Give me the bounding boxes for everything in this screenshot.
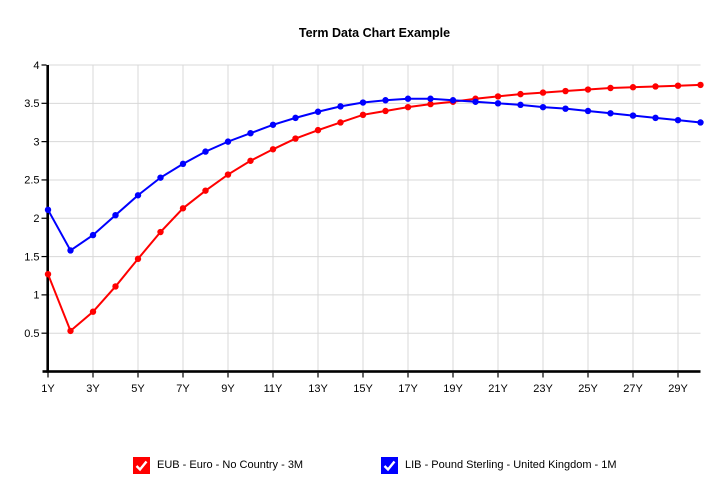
chart-title: Term Data Chart Example [298,26,451,40]
data-point-eub [697,81,704,89]
x-axis-label: 11Y [264,383,283,395]
legend-checkbox-lib[interactable] [381,457,398,474]
data-point-lib [674,116,682,124]
series-line-lib [47,97,701,252]
x-axis-label: 3Y [86,383,100,395]
data-point-lib [607,110,614,117]
data-point-eub [269,146,277,153]
checkmark-icon [135,460,148,472]
data-point-lib [449,97,457,104]
x-axis-label: 23Y [533,383,553,395]
data-point-lib [562,105,569,112]
y-axis-label: 3.5 [24,98,39,110]
data-point-lib [584,107,592,115]
data-point-lib [427,95,434,102]
data-point-eub [292,135,299,142]
y-axis-label: 4 [33,60,39,72]
x-axis-label: 17Y [398,383,418,395]
y-axis-label: 1.5 [24,251,39,263]
x-axis-label: 27Y [623,383,643,395]
data-point-eub [562,87,569,95]
data-point-eub [382,107,389,115]
data-point-eub [112,283,119,290]
legend-label-lib: LIB - Pound Sterling - United Kingdom - … [405,459,617,471]
data-point-lib [337,103,344,110]
chart-plot-area: 0.5 1 1.5 2 2.5 3 3.5 4 1Y 3Y 5Y 7Y 9Y 11Y 13Y 15Y 17Y 19… [24,60,704,395]
data-point-lib [359,99,367,106]
data-point-eub [674,82,682,89]
data-point-lib [202,148,209,155]
data-point-lib [112,211,119,219]
x-axis-label: 19Y [443,383,463,395]
legend-checkbox-eub[interactable] [133,457,150,474]
data-point-eub [202,187,209,194]
x-axis-label: 1Y [41,383,55,395]
data-point-eub [44,270,52,278]
x-axis-label: 9Y [221,383,235,395]
data-point-eub [494,93,502,100]
data-point-lib [629,112,637,119]
data-point-eub [224,171,232,178]
data-point-lib [472,98,479,105]
data-point-eub [607,84,614,92]
x-axis-label: 5Y [131,383,145,395]
data-point-lib [404,95,412,102]
data-point-eub [247,157,254,164]
data-point-lib [539,103,547,111]
x-axis-line [42,370,701,373]
data-point-eub [134,255,142,263]
data-point-lib [494,100,502,107]
data-point-lib [247,129,254,137]
data-point-eub [157,228,164,236]
data-point-lib [697,119,704,126]
data-point-lib [382,97,389,104]
data-point-eub [337,119,344,126]
data-point-lib [157,174,164,181]
x-axis-label: 21Y [488,383,508,395]
data-point-eub [314,126,322,134]
y-axis-line [46,65,49,373]
data-point-lib [292,114,299,122]
y-axis-label: 2 [33,213,39,225]
data-point-eub [179,205,187,212]
data-point-eub [427,100,434,108]
data-point-eub [67,327,74,335]
checkmark-icon [383,460,396,472]
chart-legend: EUB - Euro - No Country - 3M LIB - Pound… [0,457,728,477]
data-point-lib [179,160,187,168]
data-point-eub [517,90,524,98]
data-point-lib [652,114,659,122]
legend-label-eub: EUB - Euro - No Country - 3M [157,459,304,471]
data-point-eub [629,84,637,91]
x-axis-label: 13Y [308,383,328,395]
x-axis-label: 29Y [668,383,688,395]
data-point-eub [359,111,367,119]
data-point-eub [584,86,592,93]
data-point-eub [652,83,659,90]
data-point-eub [539,89,547,96]
x-axis-label: 25Y [578,383,598,395]
series-line-eub [47,83,701,333]
y-axis-label: 2.5 [24,175,39,187]
y-axis-label: 3 [33,136,39,148]
data-point-eub [404,103,412,111]
x-axis-label: 7Y [176,383,190,395]
data-point-lib [314,108,322,115]
data-point-lib [269,121,277,128]
y-axis-label: 0.5 [24,328,39,340]
x-axis-label: 15Y [353,383,373,395]
data-point-lib [224,138,232,145]
data-point-lib [67,247,74,254]
data-point-lib [134,192,142,199]
data-point-lib [44,206,52,214]
data-point-eub [89,308,97,315]
legend-item-lib[interactable]: LIB - Pound Sterling - United Kingdom - … [381,457,617,474]
y-axis-label: 1 [33,290,39,302]
data-point-lib [517,101,524,109]
data-point-lib [89,231,97,239]
legend-item-eub[interactable]: EUB - Euro - No Country - 3M [133,457,303,474]
